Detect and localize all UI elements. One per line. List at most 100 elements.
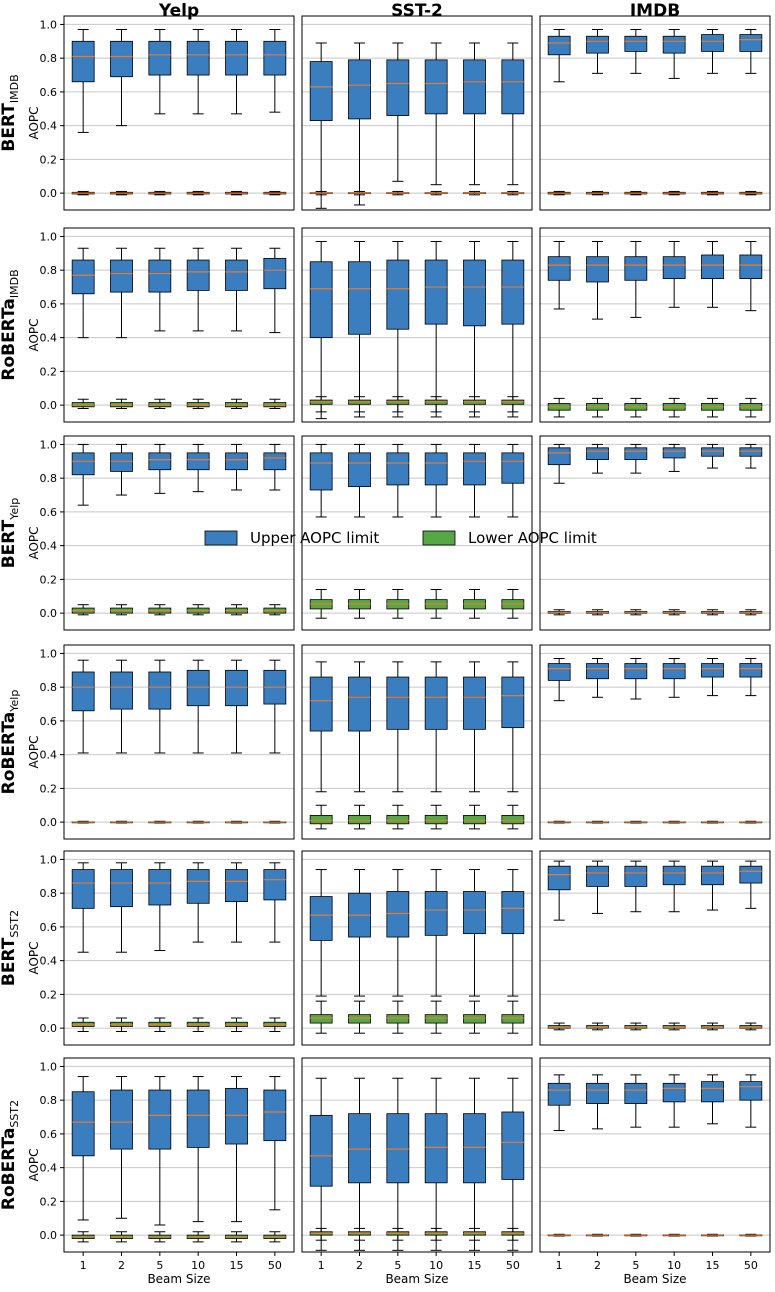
box-lower [386, 1227, 410, 1241]
box-iqr [501, 452, 525, 484]
box-lower [662, 1233, 686, 1237]
y-tick-label: 0.4 [40, 749, 58, 762]
box-upper [547, 860, 571, 921]
box-iqr [501, 891, 525, 935]
row-title-subscript: SST2 [8, 910, 21, 938]
box-upper [586, 240, 609, 320]
box-lower [463, 804, 486, 830]
row-title-subscript: Yelp [8, 498, 21, 521]
box-upper [547, 1074, 571, 1132]
box-iqr [225, 669, 248, 707]
box-upper [501, 869, 525, 997]
box-lower [662, 397, 686, 418]
panel-4-2 [301, 644, 533, 840]
box-lower [148, 820, 172, 824]
box-upper [424, 1077, 448, 1251]
panel-4-3 [539, 644, 771, 840]
box-iqr [662, 256, 686, 280]
box-lower [386, 589, 410, 619]
box-iqr [463, 259, 486, 327]
box-lower [739, 820, 763, 824]
box-upper [463, 240, 486, 418]
row-title: RoBERTaIMDB [0, 269, 21, 380]
box-lower [309, 396, 333, 413]
box-iqr [624, 1082, 648, 1104]
box-lower [463, 1227, 486, 1241]
y-tick-label: 0.8 [40, 681, 58, 694]
box-upper [701, 860, 724, 911]
y-tick-label: 0.8 [40, 887, 58, 900]
box-upper [263, 659, 287, 754]
box-iqr [348, 1113, 371, 1184]
box-lower [701, 397, 724, 418]
box-upper [386, 240, 410, 418]
box-iqr [386, 259, 410, 330]
box-upper [148, 862, 172, 952]
box-upper [71, 443, 95, 506]
box-lower [501, 1227, 525, 1241]
box-iqr [348, 261, 371, 335]
box-upper [386, 1077, 410, 1251]
box-upper [348, 869, 371, 997]
box-iqr [309, 261, 333, 339]
box-iqr [424, 891, 448, 936]
y-tick-label: 0.4 [40, 120, 58, 133]
x-tick-label: 15 [468, 1259, 482, 1272]
box-iqr [501, 259, 525, 325]
box-upper [186, 443, 210, 493]
box-iqr [662, 35, 686, 54]
box-lower [225, 1017, 248, 1033]
x-axis-label: Beam Size [147, 1272, 210, 1286]
box-lower [701, 190, 724, 196]
box-upper [110, 659, 133, 754]
box-iqr [71, 452, 95, 476]
panel-2-1: 0.0 0.2 0.4 0.6 0.8 1.0 [40, 227, 295, 423]
box-lower [586, 609, 609, 616]
y-tick-label: 0.0 [40, 399, 58, 412]
x-axis-label: Beam Size [623, 1272, 686, 1286]
box-iqr [110, 1089, 133, 1150]
box-upper [662, 443, 686, 472]
row-title-model: RoBERTa [0, 712, 19, 795]
box-upper [624, 1074, 648, 1128]
box-lower [348, 396, 371, 413]
box-lower [148, 398, 172, 410]
box-upper [348, 443, 371, 518]
box-iqr [186, 259, 210, 291]
box-upper [586, 1074, 609, 1130]
box-lower [662, 609, 686, 616]
box-iqr [225, 259, 248, 291]
y-tick-label: 0.6 [40, 298, 58, 311]
box-iqr [348, 59, 371, 120]
box-lower [348, 589, 371, 619]
box-lower [225, 604, 248, 616]
box-lower [263, 1017, 287, 1033]
box-lower [148, 190, 172, 196]
box-upper [186, 247, 210, 332]
box-iqr [547, 447, 571, 466]
row-title: BERTSST2 [0, 910, 21, 986]
box-lower [586, 190, 609, 196]
box-lower [186, 820, 210, 824]
panel-frame [301, 15, 533, 211]
box-lower [701, 1233, 724, 1237]
box-iqr [263, 869, 287, 901]
box-lower [386, 190, 410, 196]
box-lower [424, 1000, 448, 1034]
box-iqr [463, 814, 486, 825]
box-lower [424, 804, 448, 830]
box-lower [110, 820, 133, 824]
box-upper [148, 659, 172, 754]
panel-5-2 [301, 850, 533, 1046]
box-upper [424, 240, 448, 418]
box-lower [662, 1022, 686, 1031]
box-lower [739, 1233, 763, 1237]
box-upper [110, 28, 133, 127]
y-tick-label: 0.2 [40, 782, 58, 795]
box-upper [148, 1076, 172, 1226]
box-upper [463, 443, 486, 518]
box-iqr [586, 663, 609, 680]
box-iqr [586, 1082, 609, 1104]
box-lower [386, 804, 410, 830]
x-tick-label: 5 [156, 1259, 163, 1272]
